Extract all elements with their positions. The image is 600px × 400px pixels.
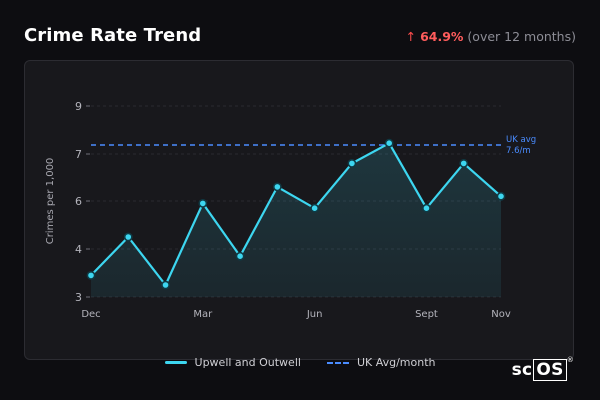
data-point xyxy=(422,203,431,213)
scos-logo: sc OS ® xyxy=(511,356,574,381)
change-percent: 64.9% xyxy=(420,29,464,44)
data-point xyxy=(496,191,506,201)
legend-avg-label: UK Avg/month xyxy=(356,356,436,369)
series-line xyxy=(90,142,502,287)
legend-item-series[interactable]: Upwell and Outwell xyxy=(164,356,301,369)
x-tick-label: Sept xyxy=(415,309,438,320)
series-area xyxy=(91,143,501,297)
legend-item-avg[interactable]: UK Avg/month xyxy=(326,356,436,369)
x-tick-label: Dec xyxy=(81,309,100,320)
y-tick-label: 4 xyxy=(75,243,82,256)
chart-legend: Upwell and Outwell UK Avg/month xyxy=(0,356,600,369)
data-point xyxy=(198,198,208,208)
x-tick-label: Mar xyxy=(193,309,213,320)
x-tick-label: Nov xyxy=(491,309,511,320)
data-point xyxy=(161,280,170,290)
data-point xyxy=(123,232,133,242)
uk-average-label: UK avg xyxy=(506,135,536,145)
y-axis-label: Crimes per 1,000 xyxy=(45,158,56,245)
up-arrow-icon: ↑ xyxy=(405,29,417,44)
data-point xyxy=(347,158,357,168)
x-tick-label: Jun xyxy=(306,309,323,320)
y-tick-label: 9 xyxy=(75,100,82,113)
chart-title: Crime Rate Trend xyxy=(24,25,202,46)
legend-series-label: Upwell and Outwell xyxy=(194,356,301,369)
series-swatch xyxy=(164,361,187,364)
y-tick-label: 7 xyxy=(75,148,82,161)
data-point xyxy=(310,203,320,213)
avg-swatch xyxy=(326,361,349,364)
change-note: (over 12 months) xyxy=(467,29,576,44)
y-tick-label: 3 xyxy=(75,291,82,304)
data-point xyxy=(272,182,282,192)
data-point xyxy=(384,138,394,148)
data-point xyxy=(86,270,96,280)
change-summary: ↑ 64.9% (over 12 months) xyxy=(406,29,576,44)
uk-average-value-label: 7.6/m xyxy=(506,146,531,156)
data-point xyxy=(459,158,469,168)
y-tick-label: 6 xyxy=(75,195,82,208)
data-point xyxy=(235,251,245,261)
